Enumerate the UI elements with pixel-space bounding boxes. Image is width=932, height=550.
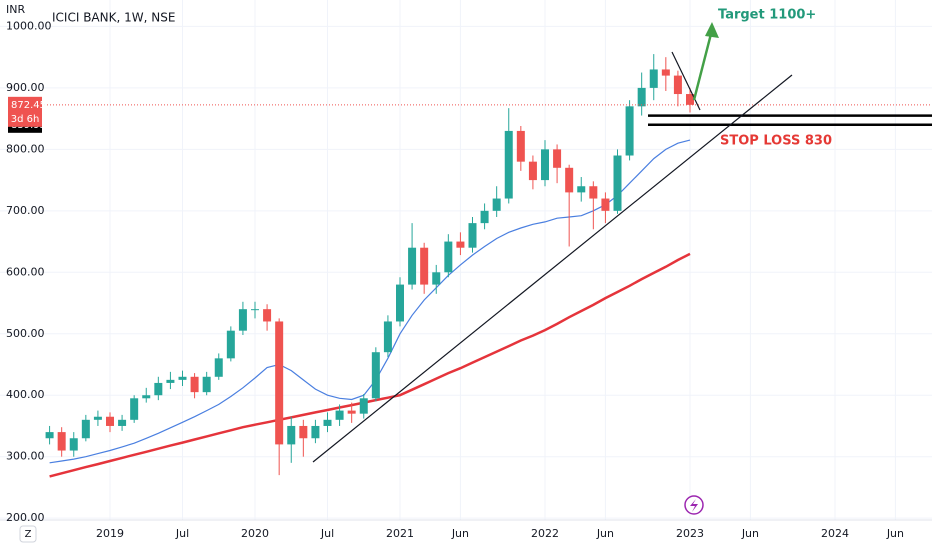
candle-body xyxy=(577,186,586,193)
candle-body xyxy=(420,247,429,285)
x-tick-label: 2019 xyxy=(96,527,124,540)
candle-body xyxy=(504,130,513,199)
candle-body xyxy=(323,419,332,426)
candle-body xyxy=(287,425,296,445)
plot xyxy=(44,54,932,478)
currency: INR xyxy=(6,3,25,16)
candle-body xyxy=(190,376,199,393)
candle-body xyxy=(106,416,114,426)
y-tick-label: 700.00 xyxy=(6,204,45,217)
trend-line xyxy=(312,74,793,463)
last-price-tag xyxy=(8,96,42,127)
y-tick-label: 1000.00 xyxy=(6,19,52,32)
candle-body xyxy=(226,330,235,359)
candle-body xyxy=(528,161,537,181)
candle-body xyxy=(263,309,272,322)
price-labels: 200.00 300.00 400.00 500.00 600.00 700.00 800.… xyxy=(6,19,904,540)
candle-body xyxy=(335,410,344,420)
candle-body xyxy=(456,241,465,248)
y-tick-label: 600.00 xyxy=(6,265,45,278)
candle-body xyxy=(444,241,453,273)
moving-average xyxy=(49,252,691,478)
candle-body xyxy=(118,419,127,426)
timezone-button[interactable] xyxy=(19,525,37,543)
stop-loss-label: STOP LOSS 830 xyxy=(720,134,832,149)
candle-body xyxy=(383,321,392,353)
arrow-head xyxy=(705,22,719,38)
candle-body xyxy=(686,94,694,105)
x-tick-label: Jun xyxy=(596,527,614,540)
y-tick-label: 200.00 xyxy=(6,511,45,524)
candle-body xyxy=(661,69,670,76)
candle-body xyxy=(81,419,90,439)
countdown-label: 3d 6h xyxy=(11,114,40,125)
candle-body xyxy=(166,379,175,383)
candle-body xyxy=(492,198,501,211)
candle-body xyxy=(311,425,320,439)
target-label: Target 1100+ xyxy=(718,8,816,23)
candle-body xyxy=(178,376,187,380)
moving-average xyxy=(49,139,691,464)
candle-body xyxy=(408,247,417,285)
candle-body xyxy=(154,382,163,396)
candle-body xyxy=(93,416,102,420)
candle-body xyxy=(468,223,477,248)
candle-body xyxy=(601,198,610,211)
timezone-label[interactable]: Z xyxy=(25,529,32,540)
candle-body xyxy=(625,106,634,156)
candle-body xyxy=(553,149,562,168)
target-arrow xyxy=(692,29,714,101)
symbol-title: ICICI BANK, 1W, NSE xyxy=(52,11,175,25)
candle-body xyxy=(57,432,66,451)
candle-body xyxy=(299,425,308,439)
candle-body xyxy=(516,130,525,162)
y-tick-label: 400.00 xyxy=(6,388,45,401)
x-tick-label: 2020 xyxy=(241,527,269,540)
x-tick-label: 2023 xyxy=(676,527,704,540)
candle-body xyxy=(359,398,368,414)
x-tick-label: Jul xyxy=(175,527,189,540)
x-tick-label: Jun xyxy=(886,527,904,540)
candle-body xyxy=(130,398,139,420)
candle-body xyxy=(142,395,151,399)
candle-body xyxy=(371,352,380,399)
x-tick-label: Jun xyxy=(451,527,469,540)
x-tick-label: 2022 xyxy=(531,527,559,540)
y-tick-label: 500.00 xyxy=(6,327,45,340)
candle-body xyxy=(251,309,259,311)
candle-body xyxy=(541,149,549,181)
last-price-label: 872.45 xyxy=(11,100,46,111)
x-tick-label: 2021 xyxy=(386,527,414,540)
candle-body xyxy=(649,69,658,88)
candle-body xyxy=(347,410,356,414)
candle-body xyxy=(202,376,211,393)
candle-body xyxy=(69,438,78,451)
x-tick-label: 2024 xyxy=(821,527,849,540)
candle-body xyxy=(238,309,247,331)
y-tick-label: 300.00 xyxy=(6,450,45,463)
x-tick-label: Jul xyxy=(320,527,334,540)
candle-body xyxy=(637,87,646,107)
trend-line xyxy=(671,51,701,111)
candle-body xyxy=(214,358,223,377)
candle-body xyxy=(45,432,54,439)
candle-body xyxy=(396,284,404,322)
candle-body xyxy=(432,272,441,285)
event-bolt xyxy=(690,499,698,512)
candle-body xyxy=(613,155,622,211)
x-tick-label: Jun xyxy=(741,527,759,540)
candle-body xyxy=(589,186,598,199)
grid xyxy=(0,0,932,520)
candle-body xyxy=(480,210,489,224)
y-tick-label: 800.00 xyxy=(6,142,45,155)
y-tick-label: 900.00 xyxy=(6,81,45,94)
candle-body xyxy=(275,321,284,445)
candle-body xyxy=(565,167,574,193)
candle-body xyxy=(673,75,682,95)
